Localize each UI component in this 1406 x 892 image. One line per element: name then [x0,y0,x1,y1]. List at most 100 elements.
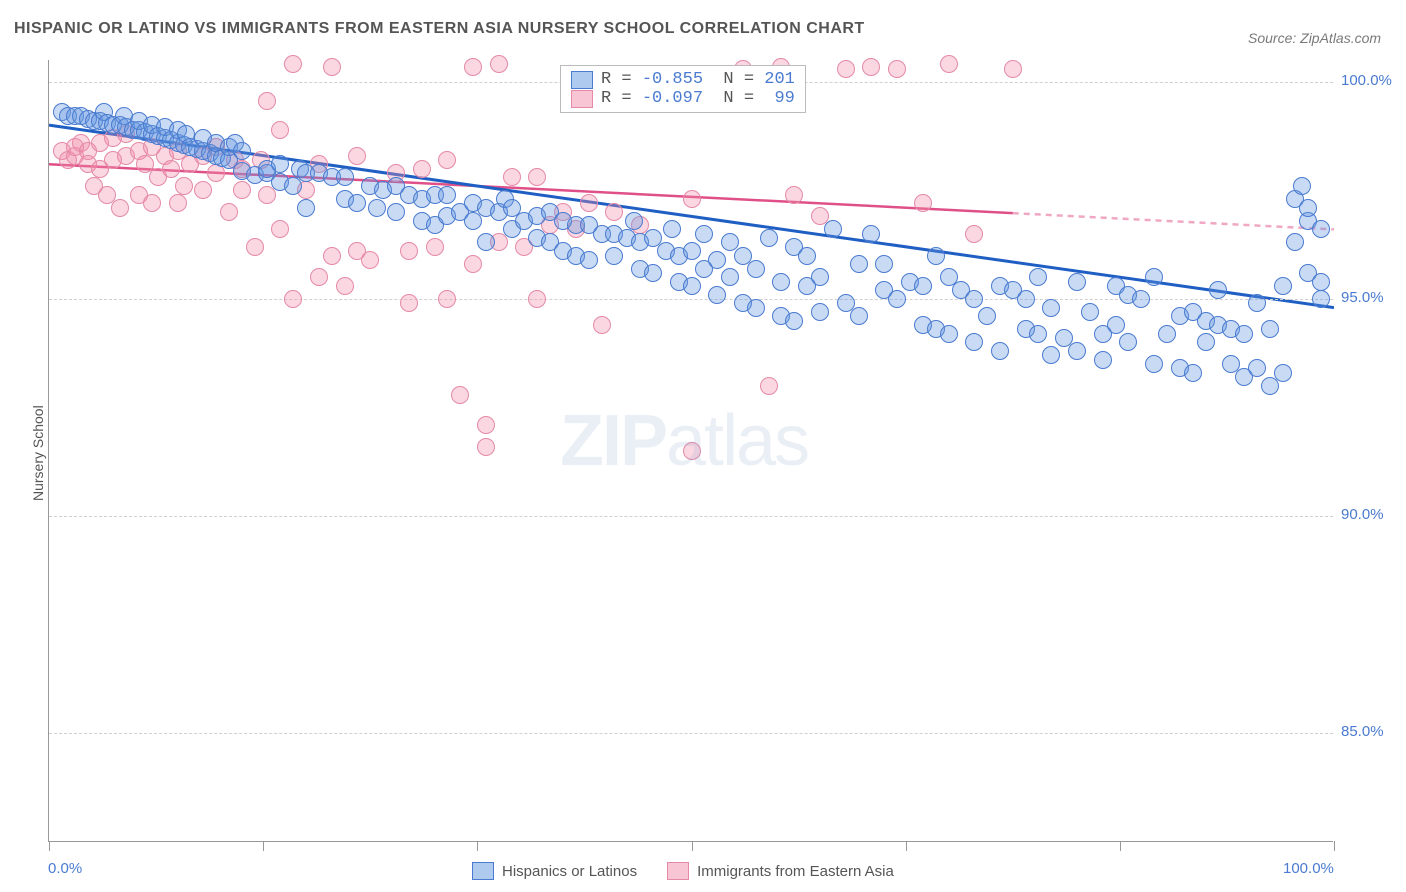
scatter-point-pink [580,194,598,212]
scatter-point-blue [1042,346,1060,364]
scatter-point-pink [683,442,701,460]
scatter-point-pink [336,277,354,295]
scatter-point-blue [1132,290,1150,308]
scatter-point-pink [477,416,495,434]
scatter-point-pink [111,199,129,217]
x-tick [1334,841,1335,851]
scatter-point-blue [1145,268,1163,286]
scatter-point-blue [1312,220,1330,238]
scatter-point-blue [644,264,662,282]
x-tick [692,841,693,851]
scatter-point-blue [1029,268,1047,286]
legend-item: Immigrants from Eastern Asia [667,862,894,880]
scatter-point-pink [162,160,180,178]
scatter-point-blue [760,229,778,247]
scatter-point-blue [1145,355,1163,373]
scatter-point-blue [914,277,932,295]
legend-swatch [472,862,494,880]
scatter-point-blue [1017,290,1035,308]
scatter-point-blue [1094,351,1112,369]
scatter-point-pink [528,168,546,186]
scatter-point-pink [175,177,193,195]
scatter-point-blue [991,342,1009,360]
legend-row: R = -0.855 N = 201 [571,70,795,89]
scatter-point-pink [1004,60,1022,78]
scatter-point-pink [400,294,418,312]
scatter-point-blue [721,268,739,286]
scatter-point-blue [1042,299,1060,317]
scatter-point-pink [837,60,855,78]
scatter-point-blue [850,307,868,325]
legend-item: Hispanics or Latinos [472,862,637,880]
scatter-point-blue [1158,325,1176,343]
chart-title: HISPANIC OR LATINO VS IMMIGRANTS FROM EA… [14,20,865,38]
scatter-point-pink [400,242,418,260]
scatter-point-pink [438,290,456,308]
scatter-point-pink [940,55,958,73]
scatter-point-pink [785,186,803,204]
scatter-point-pink [323,247,341,265]
scatter-point-blue [1248,359,1266,377]
scatter-point-blue [1286,233,1304,251]
scatter-point-pink [143,194,161,212]
scatter-point-blue [965,333,983,351]
scatter-point-blue [271,155,289,173]
scatter-point-blue [368,199,386,217]
scatter-point-blue [1197,333,1215,351]
scatter-point-pink [888,60,906,78]
scatter-point-pink [862,58,880,76]
correlation-legend-box: R = -0.855 N = 201R = -0.097 N = 99 [560,65,806,113]
y-tick-label: 95.0% [1341,289,1384,306]
scatter-point-pink [220,203,238,221]
scatter-point-blue [683,277,701,295]
scatter-point-blue [824,220,842,238]
scatter-point-pink [348,147,366,165]
scatter-point-pink [361,251,379,269]
scatter-point-blue [1081,303,1099,321]
scatter-point-blue [1107,316,1125,334]
scatter-point-blue [875,255,893,273]
legend-swatch [571,90,593,108]
legend-row: R = -0.097 N = 99 [571,89,795,108]
scatter-point-pink [760,377,778,395]
y-tick-label: 90.0% [1341,506,1384,523]
scatter-point-blue [708,251,726,269]
scatter-point-pink [284,55,302,73]
scatter-point-pink [528,290,546,308]
grid-line [49,516,1333,517]
scatter-point-blue [785,312,803,330]
scatter-point-blue [1274,277,1292,295]
scatter-point-blue [1029,325,1047,343]
scatter-point-pink [246,238,264,256]
scatter-point-pink [271,220,289,238]
scatter-point-pink [965,225,983,243]
legend-label: Immigrants from Eastern Asia [697,863,894,880]
scatter-point-blue [888,290,906,308]
scatter-point-pink [464,58,482,76]
legend-text: R = -0.097 N = 99 [601,89,795,108]
scatter-point-blue [580,251,598,269]
scatter-point-blue [798,247,816,265]
scatter-point-pink [194,181,212,199]
scatter-point-blue [1274,364,1292,382]
scatter-point-pink [451,386,469,404]
scatter-point-pink [503,168,521,186]
scatter-point-pink [490,55,508,73]
scatter-point-pink [413,160,431,178]
scatter-point-pink [438,151,456,169]
scatter-point-blue [695,225,713,243]
scatter-point-pink [605,203,623,221]
scatter-point-blue [348,194,366,212]
scatter-point-pink [683,190,701,208]
scatter-point-blue [336,168,354,186]
scatter-point-blue [1312,290,1330,308]
legend-label: Hispanics or Latinos [502,863,637,880]
scatter-point-blue [387,203,405,221]
scatter-point-blue [747,260,765,278]
scatter-point-blue [233,142,251,160]
scatter-point-pink [593,316,611,334]
series-legend: Hispanics or Latinos Immigrants from East… [472,862,894,880]
scatter-point-blue [940,325,958,343]
x-axis-min-label: 0.0% [48,860,82,877]
scatter-point-blue [811,268,829,286]
